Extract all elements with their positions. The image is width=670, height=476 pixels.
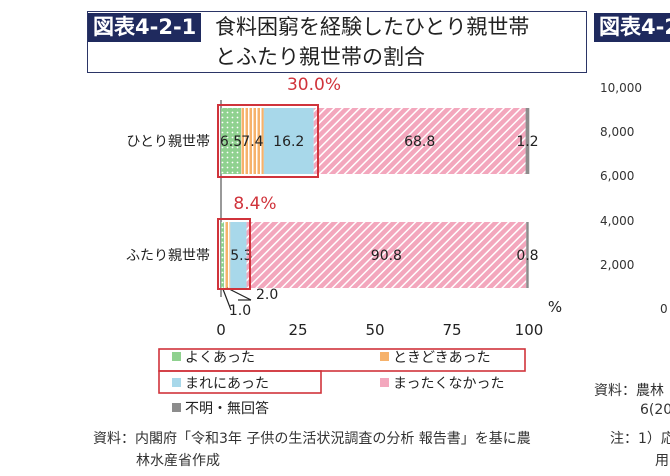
- legend-swatch: [172, 403, 181, 412]
- bar-segment: [246, 222, 527, 288]
- right-tick-label: 0: [660, 302, 668, 316]
- chart-title-line2: とふたり親世帯の割合: [215, 45, 425, 69]
- data-label: 7.4: [241, 134, 263, 150]
- right-note: 注：1）応: [610, 431, 670, 447]
- legend-highlight-box: [158, 370, 322, 394]
- highlight-box: [217, 218, 251, 290]
- bar-segment: [313, 108, 526, 174]
- data-label: 68.8: [404, 134, 435, 150]
- legend-label: よくあった: [185, 350, 255, 366]
- right-tick-label: 8,000: [600, 125, 635, 139]
- bar-segment: [263, 108, 314, 174]
- bar-segment: [526, 222, 529, 288]
- bar-segment: [221, 108, 242, 174]
- category-label: ふたり親世帯: [126, 248, 210, 264]
- bar-segment: [230, 222, 247, 288]
- data-label: 6.5: [220, 134, 242, 150]
- highlight-box: [217, 104, 319, 178]
- legend-label: まったくなかった: [393, 376, 504, 392]
- right-tick-label: 4,000: [600, 214, 635, 228]
- right-note: 用: [655, 453, 669, 469]
- right-note: 資料：農林: [594, 383, 664, 399]
- right-tick-label: 2,000: [600, 258, 635, 272]
- highlight-label: 8.4%: [233, 194, 276, 214]
- data-label: 5.3: [230, 248, 252, 264]
- bar-segment: [224, 222, 231, 288]
- data-label: 1.0: [229, 303, 251, 319]
- category-label: ひとり親世帯: [126, 134, 210, 150]
- highlight-label: 30.0%: [287, 75, 341, 95]
- legend-label: 不明・無回答: [185, 400, 269, 417]
- legend-swatch: [172, 352, 181, 361]
- x-tick-label: 100: [515, 321, 544, 339]
- bar-segment: [241, 108, 264, 174]
- source-note: 資料：内閣府「令和3年 子供の生活状況調査の分析 報告書」を基に農 林水産省作成: [93, 428, 593, 472]
- data-label: 0.8: [516, 248, 538, 264]
- x-tick-label: 50: [365, 321, 384, 339]
- chart-title-line1: 食料困窮を経験したひとり親世帯: [215, 15, 530, 39]
- legend-label: まれにあった: [185, 376, 269, 392]
- x-tick-label: 75: [442, 321, 461, 339]
- x-tick-label: 0: [216, 321, 226, 339]
- source-line1: 資料：内閣府「令和3年 子供の生活状況調査の分析 報告書」を基に農: [93, 431, 531, 447]
- data-label: 1.2: [516, 134, 538, 150]
- figure2-number: 図表4-2: [594, 13, 670, 42]
- legend-highlight-box: [158, 348, 526, 372]
- leader-line: [221, 287, 232, 311]
- data-label: 16.2: [273, 134, 304, 150]
- x-unit-label: %: [548, 298, 562, 316]
- data-label: 90.8: [371, 248, 402, 264]
- title-box: [87, 11, 587, 73]
- bar-segment: [221, 222, 225, 288]
- legend-swatch: [380, 352, 389, 361]
- data-label: 2.0: [256, 287, 278, 303]
- bar-segment: [525, 108, 530, 174]
- legend-swatch: [380, 378, 389, 387]
- figure-number: 図表4-2-1: [88, 13, 202, 42]
- right-note: 6(20: [640, 402, 670, 418]
- x-tick-label: 25: [288, 321, 307, 339]
- right-tick-label: 6,000: [600, 169, 635, 183]
- source-line2: 林水産省作成: [136, 453, 220, 469]
- legend-label: ときどきあった: [393, 350, 491, 366]
- legend-swatch: [172, 378, 181, 387]
- right-tick-label: 10,000: [600, 81, 642, 95]
